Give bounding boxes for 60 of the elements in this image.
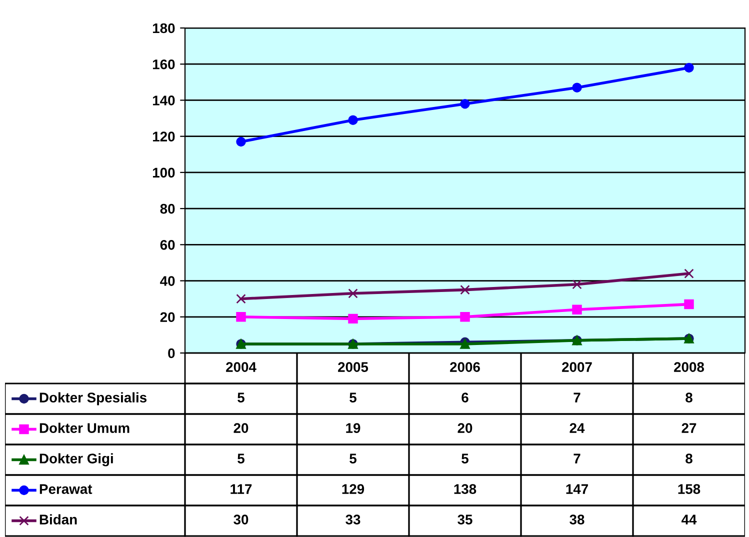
data-label: 20 xyxy=(458,423,472,433)
data-label: 129 xyxy=(342,484,364,494)
x-tick-label: 2005 xyxy=(338,362,368,372)
y-tick-label: 140 xyxy=(152,96,175,106)
data-label: 35 xyxy=(458,514,472,524)
y-tick-label: 160 xyxy=(152,59,175,70)
data-label: 27 xyxy=(682,423,696,433)
point xyxy=(572,304,582,315)
data-label: 30 xyxy=(234,514,248,524)
point xyxy=(460,312,470,322)
data-label: 33 xyxy=(346,514,360,524)
data-label: 44 xyxy=(681,514,697,524)
legend-label: Perawat xyxy=(40,484,92,494)
data-label: 5 xyxy=(350,392,356,402)
data-label: 147 xyxy=(566,484,588,494)
y-tick-label: 120 xyxy=(152,132,175,142)
point xyxy=(348,314,358,324)
x-tick-label: 2006 xyxy=(450,362,480,372)
point xyxy=(236,294,246,304)
point xyxy=(684,268,694,278)
data-label: 19 xyxy=(346,423,360,433)
data-label: 6 xyxy=(462,392,468,402)
data-label: 20 xyxy=(234,423,248,433)
point xyxy=(684,62,694,73)
legend-label: Dokter Spesialis xyxy=(40,392,147,406)
y-tick-label: 100 xyxy=(152,168,175,178)
data-label: 7 xyxy=(574,454,580,464)
point xyxy=(460,284,470,295)
x-tick-label: 2008 xyxy=(674,362,704,372)
x-tick-label: 2007 xyxy=(562,362,592,372)
data-label: 5 xyxy=(238,392,244,402)
data-label: 5 xyxy=(350,454,356,464)
point xyxy=(572,280,582,290)
data-label: 7 xyxy=(574,392,580,402)
y-tick-label: 180 xyxy=(152,23,175,34)
point xyxy=(236,136,246,147)
data-label: 158 xyxy=(678,484,700,494)
x-tick-label: 2004 xyxy=(226,362,256,372)
y-tick-label: 80 xyxy=(160,204,175,214)
data-label: 8 xyxy=(686,392,692,402)
data-label: 138 xyxy=(454,484,476,494)
data-label: 5 xyxy=(238,454,244,464)
data-label: 38 xyxy=(570,514,584,524)
y-tick-label: 40 xyxy=(160,276,175,286)
point xyxy=(460,98,470,109)
y-tick-label: 60 xyxy=(160,240,175,250)
data-label: 5 xyxy=(462,454,468,464)
data-label: 117 xyxy=(230,484,252,494)
data-label: 24 xyxy=(570,423,585,433)
data-label: 8 xyxy=(686,454,692,464)
point xyxy=(572,82,582,92)
y-tick-label: 0 xyxy=(168,348,175,358)
point xyxy=(236,312,246,322)
point xyxy=(684,299,694,310)
legend-label: Dokter Umum xyxy=(40,422,130,433)
legend-label: Dokter Gigi xyxy=(40,453,113,466)
legend-label: Bidan xyxy=(40,514,77,524)
point xyxy=(348,288,358,298)
y-tick-label: 20 xyxy=(160,312,175,322)
point xyxy=(348,115,358,125)
